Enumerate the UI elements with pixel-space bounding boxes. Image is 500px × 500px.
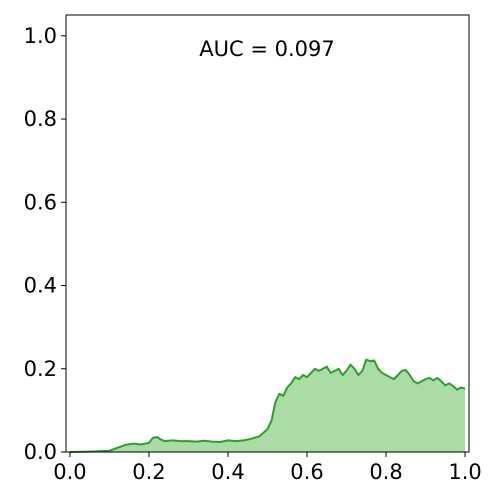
y-tick-label: 0.4 xyxy=(24,274,57,298)
plot-area xyxy=(69,358,466,453)
x-tick-label: 0.6 xyxy=(290,460,323,484)
auc-annotation: AUC = 0.097 xyxy=(199,37,334,61)
y-tick-label: 0.2 xyxy=(24,357,57,381)
x-tick-label: 1.0 xyxy=(448,460,481,484)
y-tick-label: 0.0 xyxy=(24,440,57,464)
x-tick-label: 0.4 xyxy=(211,460,244,484)
axes-frame xyxy=(65,14,470,453)
x-tick-label: 0.0 xyxy=(53,460,86,484)
y-tick-label: 0.6 xyxy=(24,190,57,214)
y-tick-label: 1.0 xyxy=(24,24,57,48)
series-line xyxy=(69,358,466,453)
x-axis: 0.0 0.2 0.4 0.6 0.8 1.0 xyxy=(53,452,482,484)
y-axis: 0.0 0.2 0.4 0.6 0.8 1.0 xyxy=(24,24,66,464)
area-fill xyxy=(69,359,466,452)
x-tick-label: 0.2 xyxy=(132,460,165,484)
y-tick-label: 0.8 xyxy=(24,107,57,131)
x-tick-label: 0.8 xyxy=(369,460,402,484)
